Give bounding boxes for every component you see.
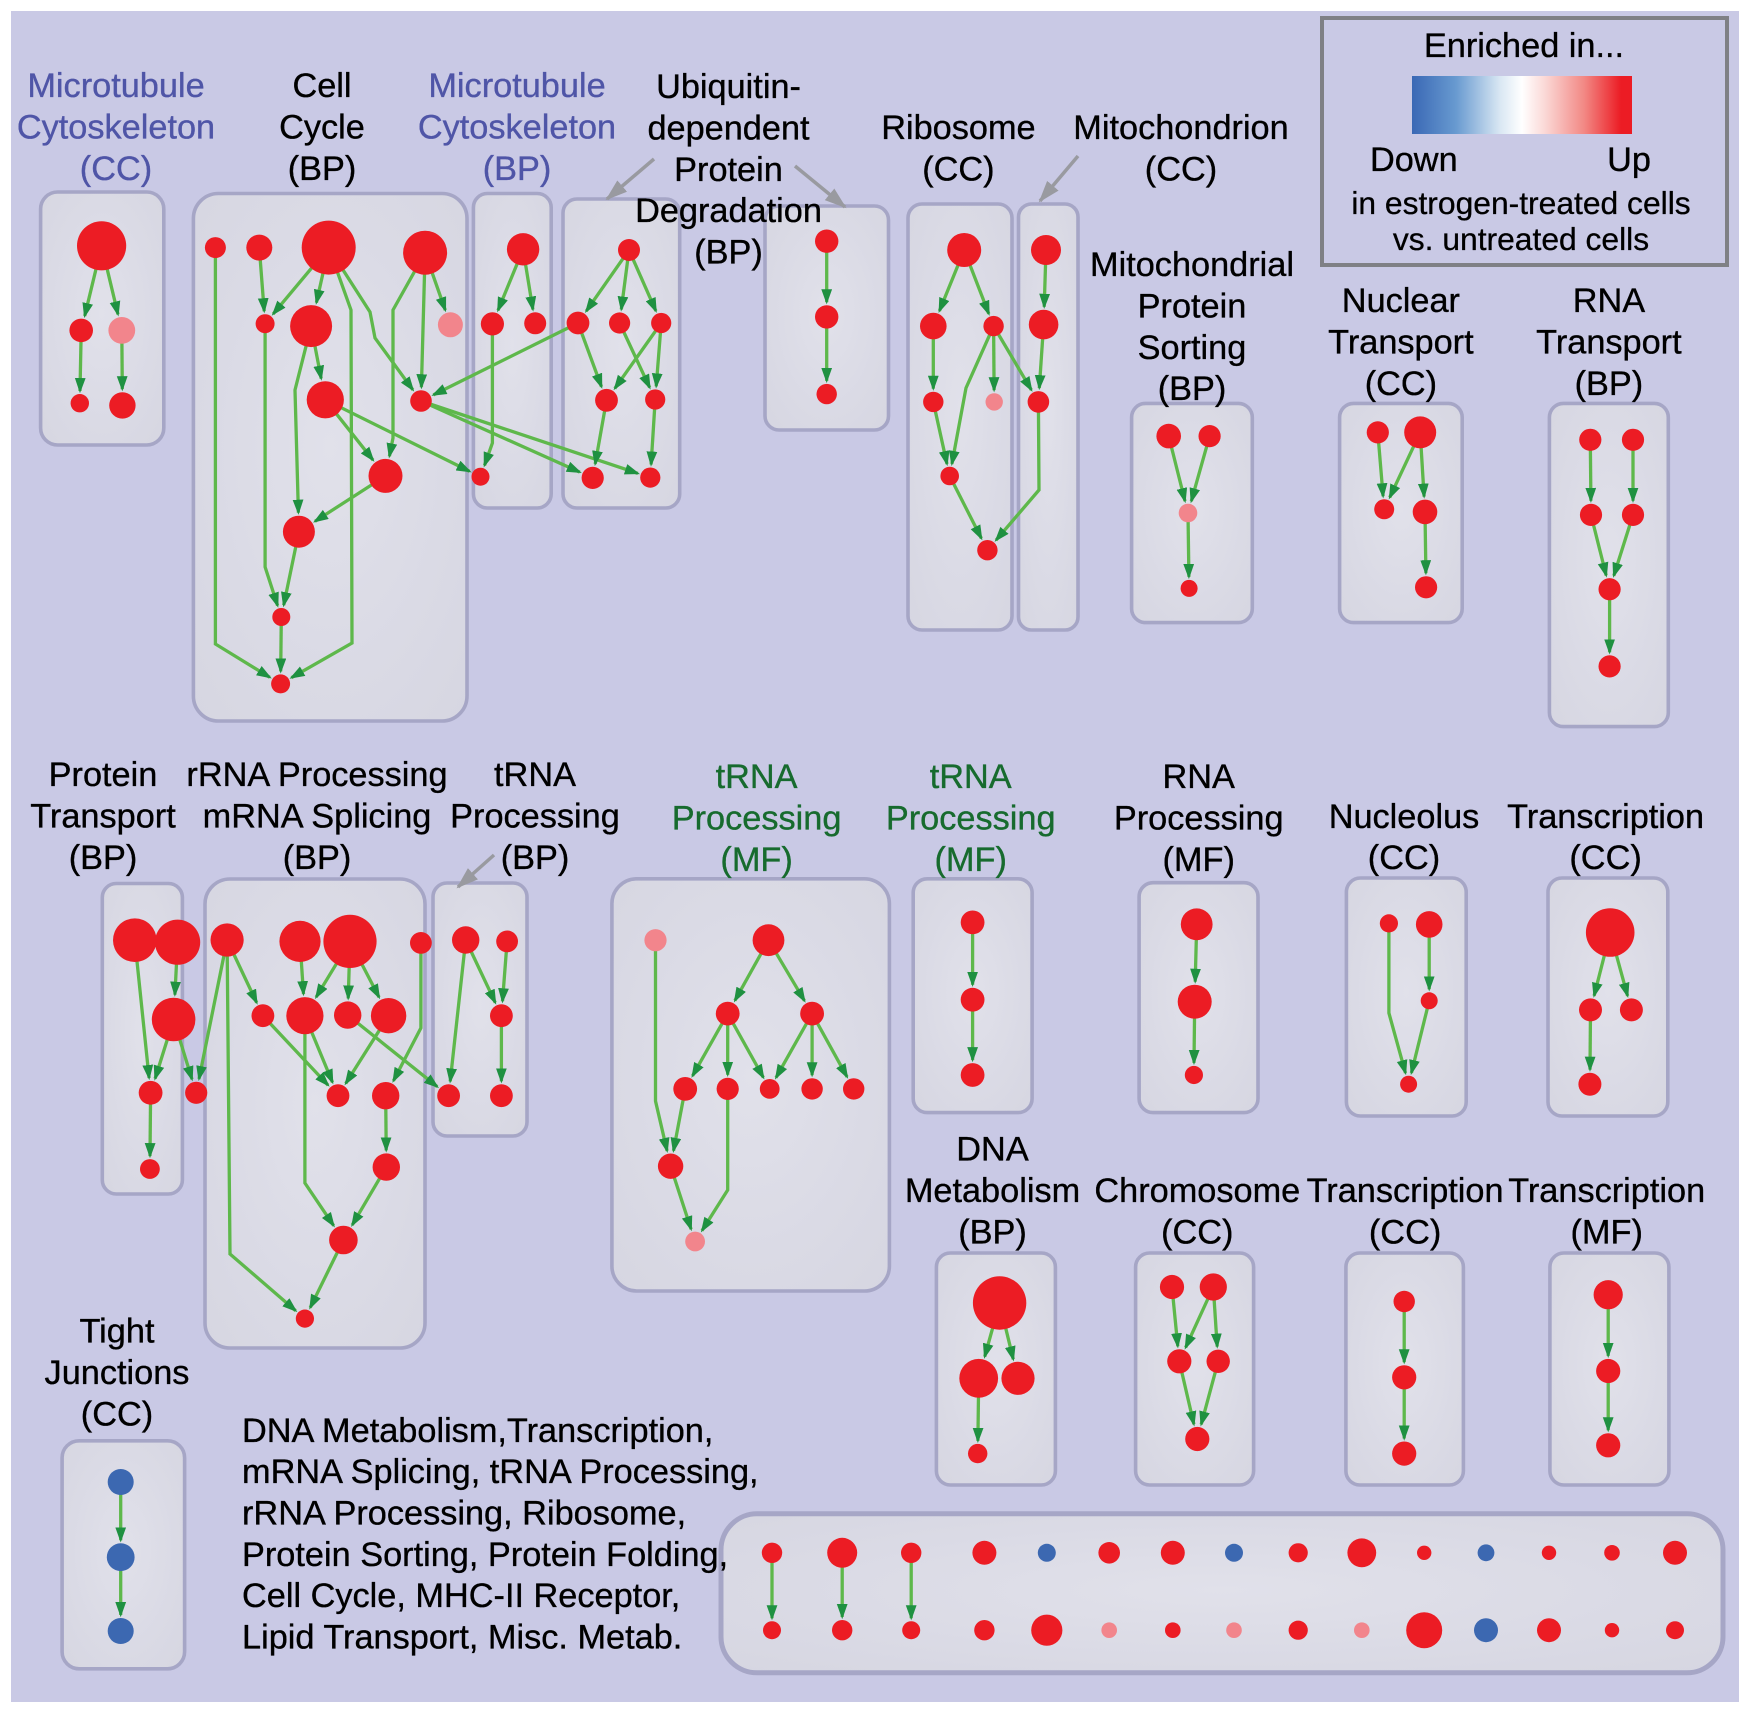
svg-text:in estrogen-treated cells: in estrogen-treated cells: [1351, 185, 1690, 221]
svg-text:Enriched in...: Enriched in...: [1424, 27, 1624, 65]
svg-text:Down: Down: [1370, 141, 1458, 179]
svg-text:Transcription(CC): Transcription (CC): [1507, 798, 1704, 877]
svg-text:Ribosome(CC): Ribosome (CC): [881, 109, 1035, 188]
svg-text:Up: Up: [1607, 141, 1651, 179]
svg-text:Transcription(MF): Transcription (MF): [1508, 1172, 1705, 1251]
svg-text:Nucleolus(CC): Nucleolus (CC): [1329, 798, 1480, 877]
svg-text:Transcription(CC): Transcription (CC): [1307, 1172, 1504, 1251]
svg-text:vs. untreated cells: vs. untreated cells: [1393, 221, 1649, 257]
svg-text:Mitochondrion(CC): Mitochondrion (CC): [1073, 109, 1288, 188]
svg-text:Chromosome(CC): Chromosome (CC): [1094, 1172, 1300, 1251]
svg-text:DNA Metabolism,Transcription,m: DNA Metabolism,Transcription, mRNA Splici…: [242, 1412, 759, 1657]
